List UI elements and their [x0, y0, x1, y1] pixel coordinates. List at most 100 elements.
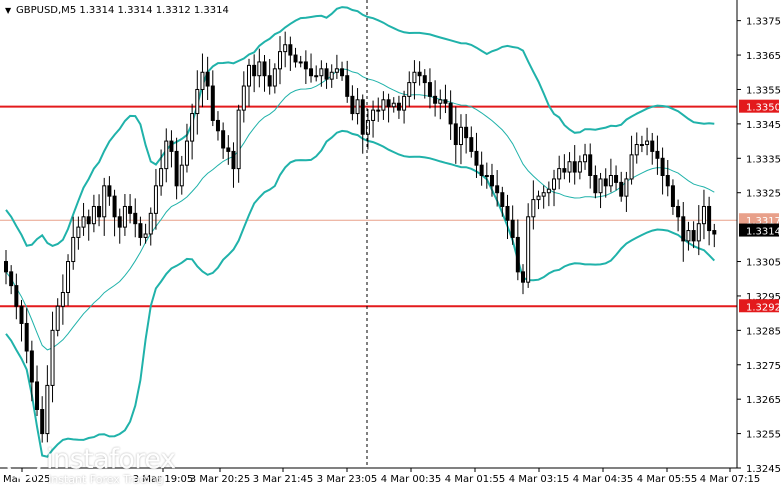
candle[interactable] — [303, 50, 308, 84]
candle[interactable] — [396, 95, 401, 119]
candle[interactable] — [288, 36, 293, 71]
header-arrow-icon[interactable]: ▼ — [5, 6, 12, 15]
candle[interactable] — [345, 60, 350, 103]
candle[interactable] — [453, 106, 458, 164]
candle[interactable] — [329, 64, 334, 88]
candle[interactable] — [309, 53, 314, 83]
candle[interactable] — [159, 149, 164, 196]
candle[interactable] — [645, 127, 650, 156]
candle[interactable] — [252, 54, 257, 93]
candle[interactable] — [179, 155, 184, 195]
candle[interactable] — [236, 104, 241, 183]
candle[interactable] — [510, 205, 515, 245]
candle[interactable] — [122, 194, 127, 236]
candle[interactable] — [515, 219, 520, 281]
candle[interactable] — [153, 168, 158, 230]
candle[interactable] — [319, 60, 324, 87]
candle[interactable] — [86, 209, 91, 241]
candle[interactable] — [660, 147, 665, 195]
candle[interactable] — [577, 155, 582, 180]
candle[interactable] — [4, 250, 8, 285]
candle[interactable] — [241, 71, 246, 123]
candle[interactable] — [35, 365, 40, 416]
candle[interactable] — [386, 93, 391, 123]
candle[interactable] — [546, 181, 551, 207]
candle[interactable] — [133, 198, 138, 238]
candle[interactable] — [619, 171, 624, 202]
candle[interactable] — [665, 159, 670, 197]
candle[interactable] — [102, 177, 107, 236]
candle[interactable] — [417, 61, 422, 86]
candle[interactable] — [257, 48, 262, 88]
candle[interactable] — [60, 274, 65, 325]
candle[interactable] — [293, 47, 298, 68]
candle[interactable] — [164, 128, 169, 183]
candle[interactable] — [593, 165, 598, 199]
candle[interactable] — [210, 70, 215, 127]
candle[interactable] — [598, 172, 603, 209]
candle[interactable] — [24, 308, 29, 364]
candle[interactable] — [112, 189, 117, 237]
candle[interactable] — [686, 221, 691, 251]
candle[interactable] — [340, 61, 345, 81]
candle[interactable] — [608, 158, 613, 193]
candle[interactable] — [526, 203, 531, 288]
candle[interactable] — [531, 180, 536, 230]
candle[interactable] — [479, 151, 484, 186]
candle[interactable] — [143, 223, 148, 244]
candle[interactable] — [583, 143, 588, 170]
candle[interactable] — [215, 111, 220, 141]
candle[interactable] — [355, 88, 360, 125]
candle[interactable] — [9, 265, 14, 295]
candle[interactable] — [489, 163, 494, 197]
candle[interactable] — [552, 169, 557, 207]
candle[interactable] — [81, 202, 86, 236]
candle[interactable] — [221, 122, 226, 159]
candle[interactable] — [128, 194, 133, 224]
candle[interactable] — [495, 170, 500, 207]
candle[interactable] — [484, 162, 489, 189]
candle[interactable] — [629, 135, 634, 185]
candle[interactable] — [350, 85, 355, 121]
candle[interactable] — [469, 126, 474, 158]
candle[interactable] — [66, 254, 71, 306]
candle[interactable] — [541, 185, 546, 209]
candle[interactable] — [231, 142, 236, 188]
candle[interactable] — [14, 273, 19, 320]
candle[interactable] — [71, 216, 76, 270]
candle[interactable] — [458, 114, 463, 165]
candle[interactable] — [448, 90, 453, 140]
candle[interactable] — [174, 137, 179, 200]
candle[interactable] — [324, 62, 329, 89]
candle[interactable] — [474, 132, 479, 178]
candle[interactable] — [670, 179, 675, 215]
candle[interactable] — [433, 80, 438, 117]
candle[interactable] — [639, 135, 644, 153]
candle[interactable] — [634, 132, 639, 164]
candle[interactable] — [246, 58, 251, 107]
candle[interactable] — [701, 189, 706, 240]
candle[interactable] — [278, 36, 283, 85]
candle[interactable] — [29, 340, 34, 402]
candle[interactable] — [262, 55, 267, 92]
candle[interactable] — [117, 208, 122, 244]
candle[interactable] — [226, 135, 231, 165]
candle[interactable] — [360, 94, 365, 154]
candle[interactable] — [536, 190, 541, 210]
candle[interactable] — [505, 194, 510, 240]
candle[interactable] — [148, 207, 153, 246]
candle[interactable] — [422, 69, 427, 99]
candle[interactable] — [205, 56, 210, 101]
candle[interactable] — [567, 152, 572, 183]
candle[interactable] — [76, 216, 81, 250]
candle[interactable] — [138, 216, 143, 246]
candle[interactable] — [190, 103, 195, 160]
candle[interactable] — [314, 65, 319, 82]
candle[interactable] — [500, 186, 505, 217]
candle[interactable] — [464, 113, 469, 154]
candle[interactable] — [443, 84, 448, 114]
candle[interactable] — [184, 123, 189, 173]
candle[interactable] — [676, 199, 681, 232]
candle[interactable] — [334, 54, 339, 79]
candle[interactable] — [562, 154, 567, 180]
